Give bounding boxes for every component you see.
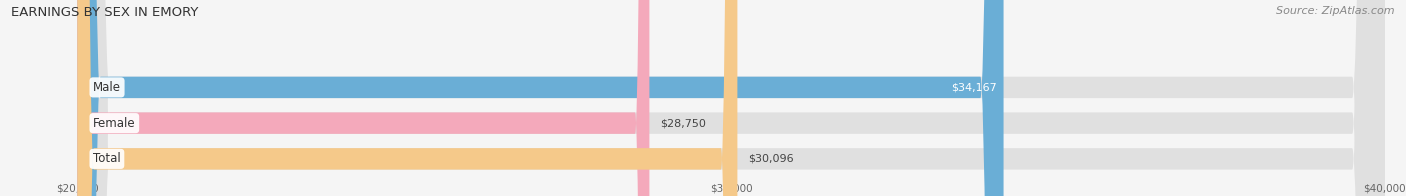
Text: $34,167: $34,167 [952, 82, 997, 92]
Text: Male: Male [93, 81, 121, 94]
Text: $30,096: $30,096 [748, 154, 793, 164]
Text: Total: Total [93, 152, 121, 165]
FancyBboxPatch shape [77, 0, 1385, 196]
FancyBboxPatch shape [77, 0, 1385, 196]
Text: Source: ZipAtlas.com: Source: ZipAtlas.com [1277, 6, 1395, 16]
Text: EARNINGS BY SEX IN EMORY: EARNINGS BY SEX IN EMORY [11, 6, 198, 19]
FancyBboxPatch shape [77, 0, 1004, 196]
Text: $28,750: $28,750 [659, 118, 706, 128]
FancyBboxPatch shape [77, 0, 650, 196]
Text: Female: Female [93, 117, 135, 130]
FancyBboxPatch shape [77, 0, 737, 196]
FancyBboxPatch shape [77, 0, 1385, 196]
